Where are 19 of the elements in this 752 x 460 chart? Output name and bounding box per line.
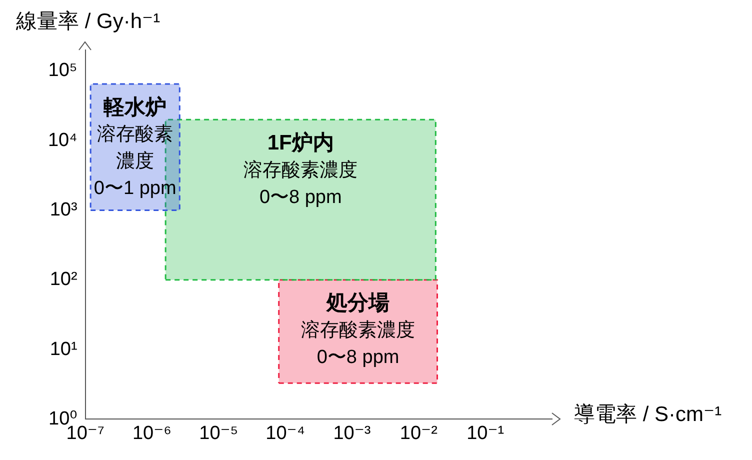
series-label: 1F炉内 — [267, 130, 334, 154]
x-tick-label: 10⁻³ — [333, 422, 371, 444]
x-tick-label: 10⁻¹ — [466, 422, 504, 444]
x-tick-label: 10⁻² — [400, 422, 438, 444]
y-tick-label: 10³ — [50, 199, 78, 220]
annotation: 溶存酸素濃度 0〜8 ppm — [244, 158, 358, 208]
y-tick-label: 10¹ — [50, 338, 78, 360]
y-axis-title: 線量率 / Gy·h⁻¹ — [15, 10, 160, 33]
x-tick-label: 10⁻⁴ — [266, 422, 305, 444]
x-tick-label: 10⁻⁵ — [199, 422, 238, 444]
x-axis-title: 導電率 / S·cm⁻¹ — [574, 402, 722, 426]
annotation: 溶存酸素濃度 0〜1 ppm — [94, 123, 176, 200]
series-label: 処分場 — [326, 292, 390, 315]
x-tick-label: 10⁻⁶ — [132, 422, 172, 444]
y-tick-label: 10⁵ — [48, 60, 78, 82]
series-label: 軽水炉 — [102, 94, 167, 119]
annotation: 溶存酸素濃度 0〜8 ppm — [301, 319, 416, 368]
y-tick-label: 10² — [50, 269, 78, 290]
y-tick-label: 10⁴ — [48, 130, 78, 151]
